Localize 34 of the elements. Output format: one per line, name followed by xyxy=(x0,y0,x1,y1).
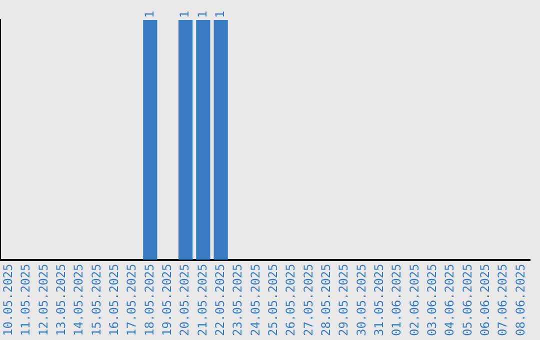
x-tick-label: 18.05.2025 xyxy=(142,264,156,336)
data-label: 1 xyxy=(142,10,156,18)
x-tick-label: 28.05.2025 xyxy=(318,264,333,336)
x-tick-label: 02.06.2025 xyxy=(407,264,422,336)
x-tick-label: 24.05.2025 xyxy=(248,264,262,336)
x-tick-label: 05.06.2025 xyxy=(460,264,474,336)
x-tick-label: 29.05.2025 xyxy=(336,264,351,336)
x-tick-label: 21.05.2025 xyxy=(195,264,210,336)
x-tick-label: 07.06.2025 xyxy=(496,264,510,336)
data-label: 1 xyxy=(178,10,192,18)
x-tick-label: 26.05.2025 xyxy=(284,264,298,336)
x-tick-label: 31.05.2025 xyxy=(372,264,386,336)
x-tick-label: 23.05.2025 xyxy=(230,264,245,336)
x-tick-label: 20.05.2025 xyxy=(178,264,192,336)
x-tick-label: 13.05.2025 xyxy=(54,264,68,336)
x-tick-label: 22.05.2025 xyxy=(212,264,227,336)
x-tick-label: 16.05.2025 xyxy=(106,264,121,336)
x-tick-label: 03.06.2025 xyxy=(424,264,439,336)
x-tick-label: 11.05.2025 xyxy=(18,264,33,336)
x-tick-label: 25.05.2025 xyxy=(266,264,280,336)
x-tick-label: 12.05.2025 xyxy=(36,264,50,336)
x-tick-label: 10.05.2025 xyxy=(0,264,15,336)
x-tick-label: 08.06.2025 xyxy=(513,264,528,336)
data-label: 1 xyxy=(195,10,210,18)
x-tick-label: 30.05.2025 xyxy=(354,264,368,336)
x-tick-label: 15.05.2025 xyxy=(89,264,104,336)
data-label: 1 xyxy=(212,10,227,18)
x-tick-label: 04.06.2025 xyxy=(442,264,457,336)
x-tick-label: 01.06.2025 xyxy=(390,264,404,336)
x-tick-label: 19.05.2025 xyxy=(160,264,174,336)
x-tick-label: 27.05.2025 xyxy=(301,264,316,336)
x-tick-label: 14.05.2025 xyxy=(72,264,86,336)
x-tick-label: 17.05.2025 xyxy=(124,264,139,336)
x-tick-label: 06.06.2025 xyxy=(478,264,492,336)
